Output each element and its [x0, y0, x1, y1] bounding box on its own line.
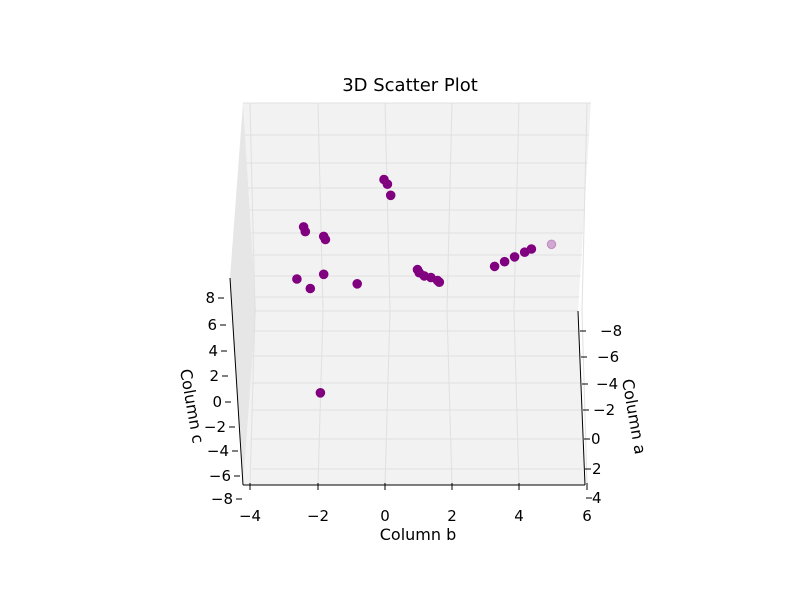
- y-tick-label: 4: [592, 489, 602, 507]
- pane-floor: [243, 311, 585, 485]
- x-tick-label: 0: [380, 507, 390, 525]
- grid-line-floor-x-5: [581, 310, 588, 486]
- y-tick-label: −6: [597, 348, 619, 366]
- x-tick-label: −2: [307, 507, 329, 525]
- data-point: [320, 234, 331, 245]
- data-point: [499, 256, 510, 267]
- y-tick-label: −8: [600, 322, 622, 340]
- data-point: [305, 283, 316, 294]
- y-tick-label: −2: [593, 401, 615, 419]
- data-point: [382, 179, 393, 189]
- data-point: [385, 190, 396, 201]
- grid-line-floor-x-2: [384, 310, 391, 486]
- z-tick-label: 0: [212, 393, 222, 411]
- y-tick-label: −4: [596, 375, 618, 393]
- z-tick-label: −6: [209, 467, 231, 485]
- data-point: [509, 252, 520, 262]
- data-point: [292, 274, 302, 284]
- z-tick-label: −2: [204, 418, 226, 436]
- y-tick-label: 2: [592, 460, 602, 478]
- data-points: [292, 174, 557, 398]
- z-axis-line: [229, 277, 244, 486]
- data-point: [546, 239, 557, 250]
- z-tick-label: 6: [207, 316, 217, 334]
- z-tick-label: −8: [211, 490, 233, 508]
- x-tick-label: −4: [239, 507, 261, 525]
- grid-line-floor-x-4: [513, 310, 520, 486]
- pane-left: [230, 103, 256, 485]
- data-point: [352, 279, 363, 289]
- grid-line-floor-x-0: [249, 310, 256, 486]
- x-tick-label: 6: [582, 507, 592, 525]
- y-axis-line: [577, 310, 586, 486]
- grid-line-back-x-5: [581, 102, 588, 312]
- z-tick-label: 2: [209, 367, 219, 385]
- x-tick-label: 4: [514, 507, 524, 525]
- data-point: [315, 388, 326, 398]
- data-point: [489, 261, 500, 272]
- y-axis-label: Column a: [618, 377, 650, 455]
- data-point: [526, 244, 537, 254]
- z-tick-label: −4: [207, 442, 229, 460]
- x-axis-label: Column b: [380, 525, 457, 544]
- data-point: [300, 226, 311, 237]
- x-tick-label: 2: [447, 507, 457, 525]
- y-tick-label: 0: [591, 430, 601, 448]
- data-point: [318, 269, 329, 280]
- data-point: [434, 277, 445, 288]
- grid-line-floor-x-3: [446, 310, 453, 486]
- chart-title: 3D Scatter Plot: [342, 75, 478, 96]
- z-axis-label: Column c: [176, 367, 208, 444]
- grid-line-floor-x-1: [317, 310, 324, 486]
- z-tick-label: 4: [208, 342, 218, 360]
- z-tick-label: 8: [205, 289, 215, 307]
